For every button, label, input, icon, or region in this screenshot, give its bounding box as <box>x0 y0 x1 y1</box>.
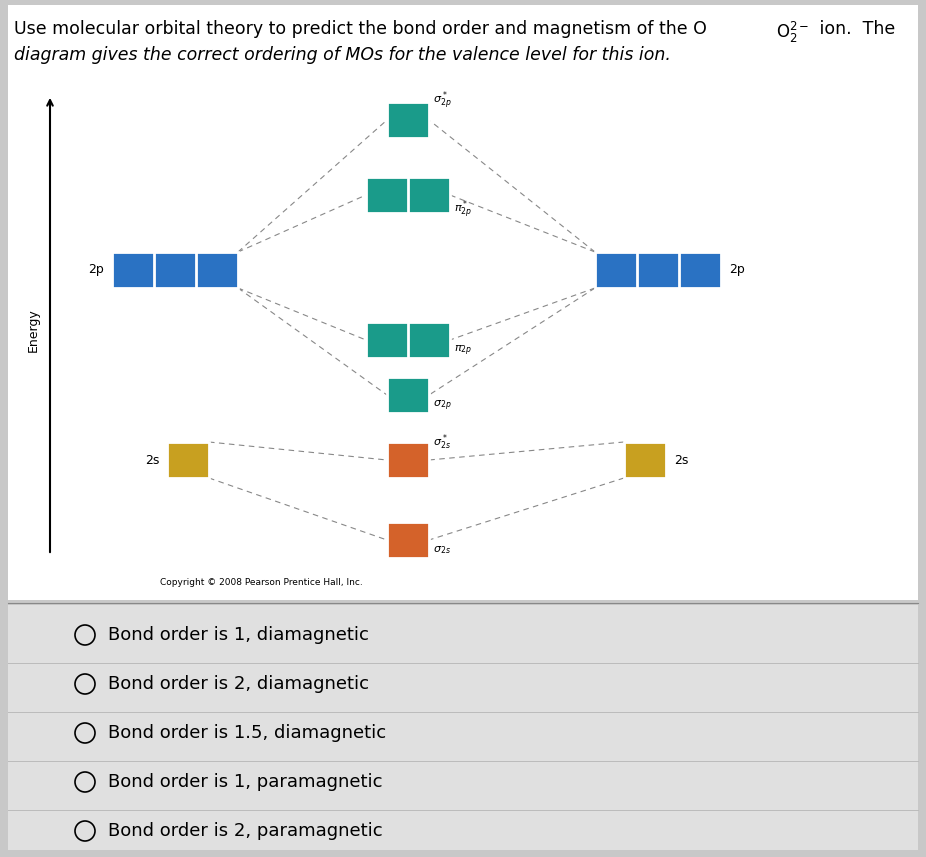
Bar <box>8 5 918 600</box>
Text: $\sigma^*_{2s}$: $\sigma^*_{2s}$ <box>433 433 451 452</box>
Text: Bond order is 1, paramagnetic: Bond order is 1, paramagnetic <box>108 773 382 791</box>
Bar <box>167 442 209 478</box>
Text: 2p: 2p <box>729 263 745 277</box>
Text: $\mathregular{O_2^{2-}}$: $\mathregular{O_2^{2-}}$ <box>776 20 809 45</box>
Bar <box>387 377 429 413</box>
Text: Copyright © 2008 Pearson Prentice Hall, Inc.: Copyright © 2008 Pearson Prentice Hall, … <box>160 578 363 587</box>
Bar <box>387 102 429 138</box>
Text: $\sigma^*_{2p}$: $\sigma^*_{2p}$ <box>433 90 452 112</box>
Text: $\sigma_{2p}$: $\sigma_{2p}$ <box>433 399 452 413</box>
Bar <box>8 605 918 850</box>
Text: Bond order is 1.5, diamagnetic: Bond order is 1.5, diamagnetic <box>108 724 386 742</box>
Text: Bond order is 2, diamagnetic: Bond order is 2, diamagnetic <box>108 675 369 693</box>
Text: $\pi^*_{2p}$: $\pi^*_{2p}$ <box>454 199 472 221</box>
Text: Bond order is 1, diamagnetic: Bond order is 1, diamagnetic <box>108 626 369 644</box>
Bar <box>366 322 450 358</box>
Text: diagram gives the correct ordering of MOs for the valence level for this ion.: diagram gives the correct ordering of MO… <box>14 46 670 64</box>
Bar <box>112 252 238 288</box>
Text: ion.  The: ion. The <box>814 20 895 38</box>
Text: Use molecular orbital theory to predict the bond order and magnetism of the O: Use molecular orbital theory to predict … <box>14 20 707 38</box>
Text: Energy: Energy <box>27 309 40 352</box>
Text: $\sigma_{2s}$: $\sigma_{2s}$ <box>433 544 451 556</box>
Text: Bond order is 2, paramagnetic: Bond order is 2, paramagnetic <box>108 822 382 840</box>
Bar <box>595 252 721 288</box>
Text: 2s: 2s <box>144 453 159 466</box>
Bar <box>387 442 429 478</box>
Bar <box>624 442 666 478</box>
Text: $\pi_{2p}$: $\pi_{2p}$ <box>454 344 472 358</box>
Bar <box>387 522 429 558</box>
Text: 2s: 2s <box>674 453 688 466</box>
Text: 2p: 2p <box>88 263 104 277</box>
Bar <box>366 177 450 213</box>
